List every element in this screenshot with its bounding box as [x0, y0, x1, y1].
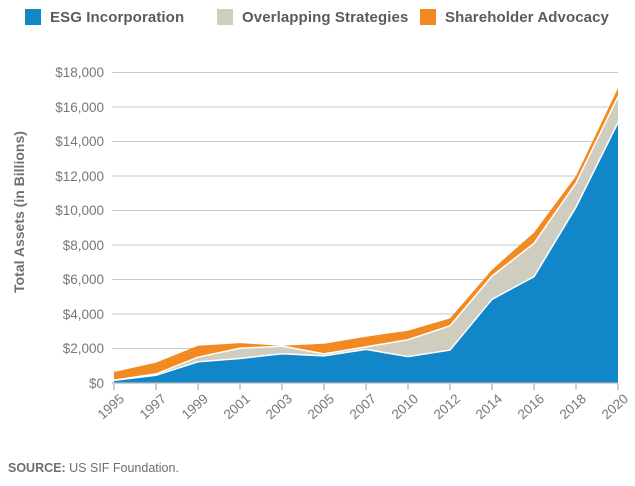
legend-label: Overlapping Strategies — [242, 8, 409, 26]
source-text: US SIF Foundation. — [69, 461, 179, 475]
legend-item-shareholder-advocacy: Shareholder Advocacy — [420, 8, 609, 26]
legend-swatch-beige — [217, 9, 233, 25]
source-label: SOURCE: — [8, 461, 66, 475]
y-axis-tick-label: $16,000 — [55, 99, 104, 115]
source-note: SOURCE: US SIF Foundation. — [8, 461, 179, 475]
y-axis-tick-label: $4,000 — [62, 306, 104, 322]
band-separator — [113, 96, 619, 381]
legend-item-esg-incorporation: ESG Incorporation — [25, 8, 184, 26]
legend-label: Shareholder Advocacy — [445, 8, 610, 26]
band-separator — [113, 122, 619, 381]
y-axis-tick-label: $12,000 — [55, 168, 104, 184]
legend-swatch-orange — [420, 9, 436, 25]
y-axis-tick-label: $2,000 — [62, 341, 104, 356]
legend-swatch-blue — [25, 9, 41, 25]
y-axis-tick-label: $0 — [88, 375, 104, 391]
y-axis-tick-label: $8,000 — [62, 237, 104, 253]
y-axis-tick-label: $10,000 — [55, 203, 104, 218]
y-axis-title: Total Assets (in Billions) — [11, 131, 27, 293]
legend-label: ESG Incorporation — [50, 8, 185, 26]
area-esg-incorporation — [114, 122, 618, 383]
y-axis-tick-label: $6,000 — [62, 272, 104, 287]
legend-item-overlapping-strategies: Overlapping Strategies — [217, 8, 408, 26]
y-axis-tick-label: $18,000 — [55, 65, 104, 80]
y-axis-tick-label: $14,000 — [55, 134, 104, 149]
